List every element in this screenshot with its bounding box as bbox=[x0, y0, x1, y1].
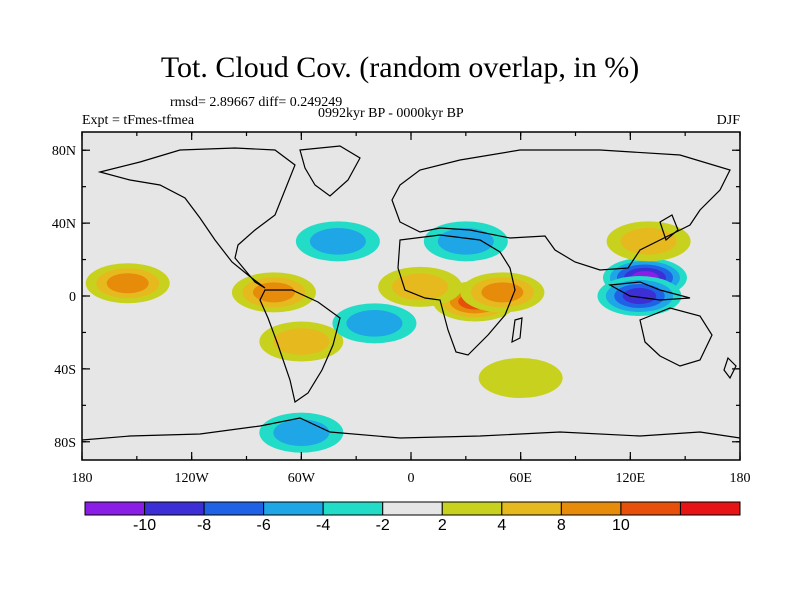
lon-tick-label: 120E bbox=[616, 471, 646, 486]
period-label: 0992kyr BP - 0000kyr BP bbox=[318, 106, 464, 121]
season-label: DJF bbox=[716, 113, 740, 128]
colorbar-swatch bbox=[620, 501, 681, 516]
lon-tick-label: 180 bbox=[72, 471, 93, 486]
colorbar-label: -6 bbox=[256, 517, 271, 534]
colorbar-swatch bbox=[322, 501, 384, 516]
colorbar-swatch bbox=[441, 501, 503, 516]
colorbar bbox=[84, 501, 741, 516]
colorbar-swatch bbox=[203, 501, 265, 516]
colorbar-label: -10 bbox=[132, 517, 157, 534]
colorbar-swatch bbox=[382, 501, 443, 516]
anomaly-region bbox=[392, 273, 449, 301]
colorbar-label: 8 bbox=[556, 517, 566, 534]
anomaly-region bbox=[309, 228, 366, 255]
lon-tick-label: 60W bbox=[288, 471, 316, 486]
colorbar-label: 2 bbox=[437, 517, 447, 534]
lon-tick-label: 0 bbox=[408, 471, 415, 486]
colorbar-swatch bbox=[560, 501, 622, 516]
anomaly-field bbox=[85, 221, 691, 453]
lon-tick-label: 120W bbox=[175, 471, 210, 486]
anomaly-region bbox=[622, 288, 657, 304]
lon-tick-label: 60E bbox=[509, 471, 532, 486]
colorbar-swatch bbox=[501, 501, 562, 516]
lat-tick-label: 40S bbox=[54, 363, 76, 378]
lat-tick-label: 40N bbox=[52, 217, 76, 232]
anomaly-region bbox=[478, 358, 563, 398]
colorbar-swatch bbox=[144, 501, 205, 516]
colorbar-swatch bbox=[84, 501, 146, 516]
anomaly-region bbox=[252, 282, 295, 303]
anomaly-region bbox=[481, 282, 524, 303]
colorbar-swatch bbox=[679, 501, 741, 516]
anomaly-region bbox=[106, 273, 149, 294]
anomaly-region bbox=[437, 228, 494, 255]
colorbar-label: -8 bbox=[196, 517, 212, 534]
anomaly-region bbox=[273, 328, 330, 355]
lon-tick-label: 180 bbox=[730, 471, 751, 486]
anomaly-region bbox=[346, 310, 403, 337]
colorbar-label: -4 bbox=[316, 517, 331, 534]
stats-label: rmsd= 2.89667 diff= 0.249249 bbox=[170, 95, 343, 110]
experiment-label: Expt = tFmes-tfmea bbox=[82, 113, 195, 128]
anomaly-region bbox=[273, 419, 330, 446]
coastlines bbox=[82, 145, 740, 441]
chart-title: Tot. Cloud Cov. (random overlap, in %) bbox=[160, 51, 640, 84]
colorbar-label: 4 bbox=[497, 517, 507, 534]
colorbar-label: 10 bbox=[612, 517, 630, 534]
colorbar-swatch bbox=[263, 501, 324, 516]
lat-tick-label: 0 bbox=[69, 290, 76, 305]
colorbar-label: -2 bbox=[375, 517, 390, 534]
lat-tick-label: 80N bbox=[52, 144, 76, 159]
lat-tick-label: 80S bbox=[54, 436, 76, 451]
anomaly-region bbox=[620, 228, 677, 255]
